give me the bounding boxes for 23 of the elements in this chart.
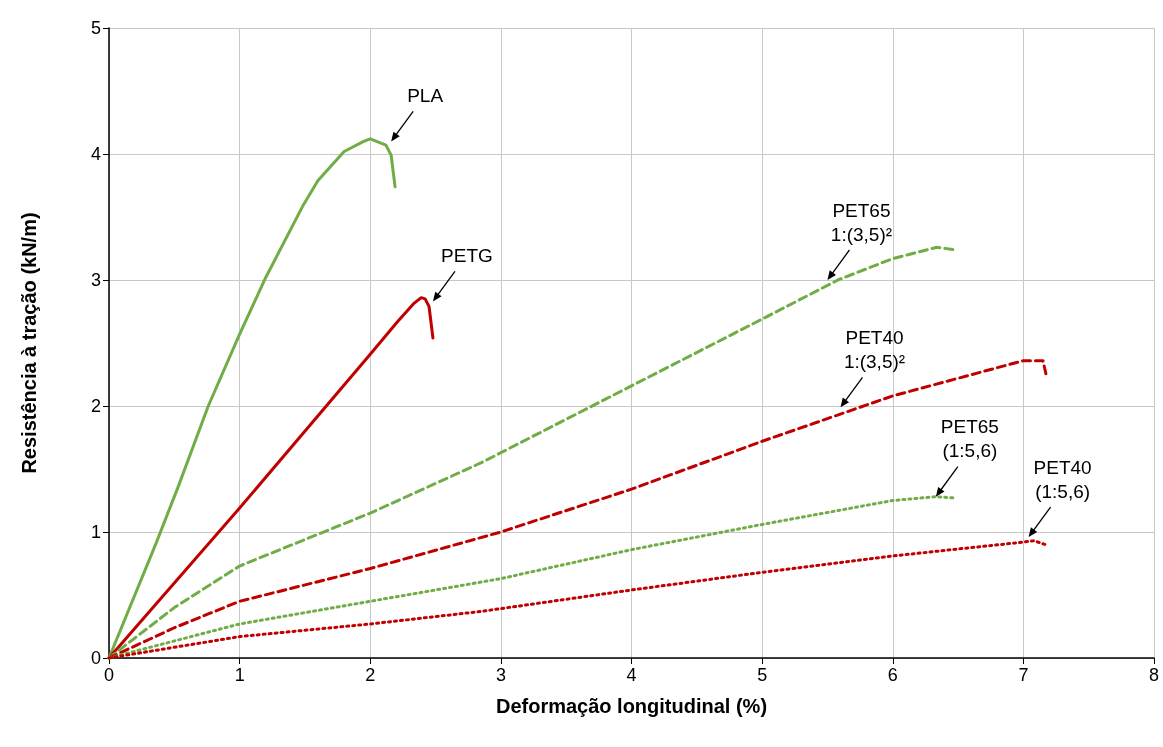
annotation: PET65 (1:5,6) [940, 416, 999, 462]
y-axis-title: Resistência à tração (kN/m) [18, 212, 40, 474]
y-tick-label: 2 [90, 396, 101, 416]
y-tick-label: 5 [90, 18, 101, 38]
annotation: PLA [407, 84, 444, 106]
x-tick-label: 4 [626, 665, 637, 685]
y-tick-label: 1 [90, 522, 101, 542]
x-tick-label: 8 [1148, 665, 1160, 685]
x-axis-title: Deformação longitudinal (%) [495, 695, 768, 717]
annotation: PET40 (1:5,6) [1033, 456, 1092, 502]
x-tick-label: 6 [887, 665, 898, 685]
y-tick-label: 4 [90, 144, 101, 164]
y-tick-label: 0 [90, 648, 101, 668]
x-tick-label: 5 [757, 665, 768, 685]
x-tick-label: 1 [234, 665, 245, 685]
y-tick-label: 3 [90, 270, 101, 290]
annotation: PETG [441, 244, 493, 266]
annotation: PET65 1:(3,5)² [830, 199, 893, 245]
x-tick-label: 2 [365, 665, 376, 685]
x-tick-label: 0 [103, 665, 115, 685]
x-tick-label: 7 [1018, 665, 1029, 685]
annotation: PET40 1:(3,5)² [843, 326, 906, 372]
x-tick-label: 3 [495, 665, 506, 685]
